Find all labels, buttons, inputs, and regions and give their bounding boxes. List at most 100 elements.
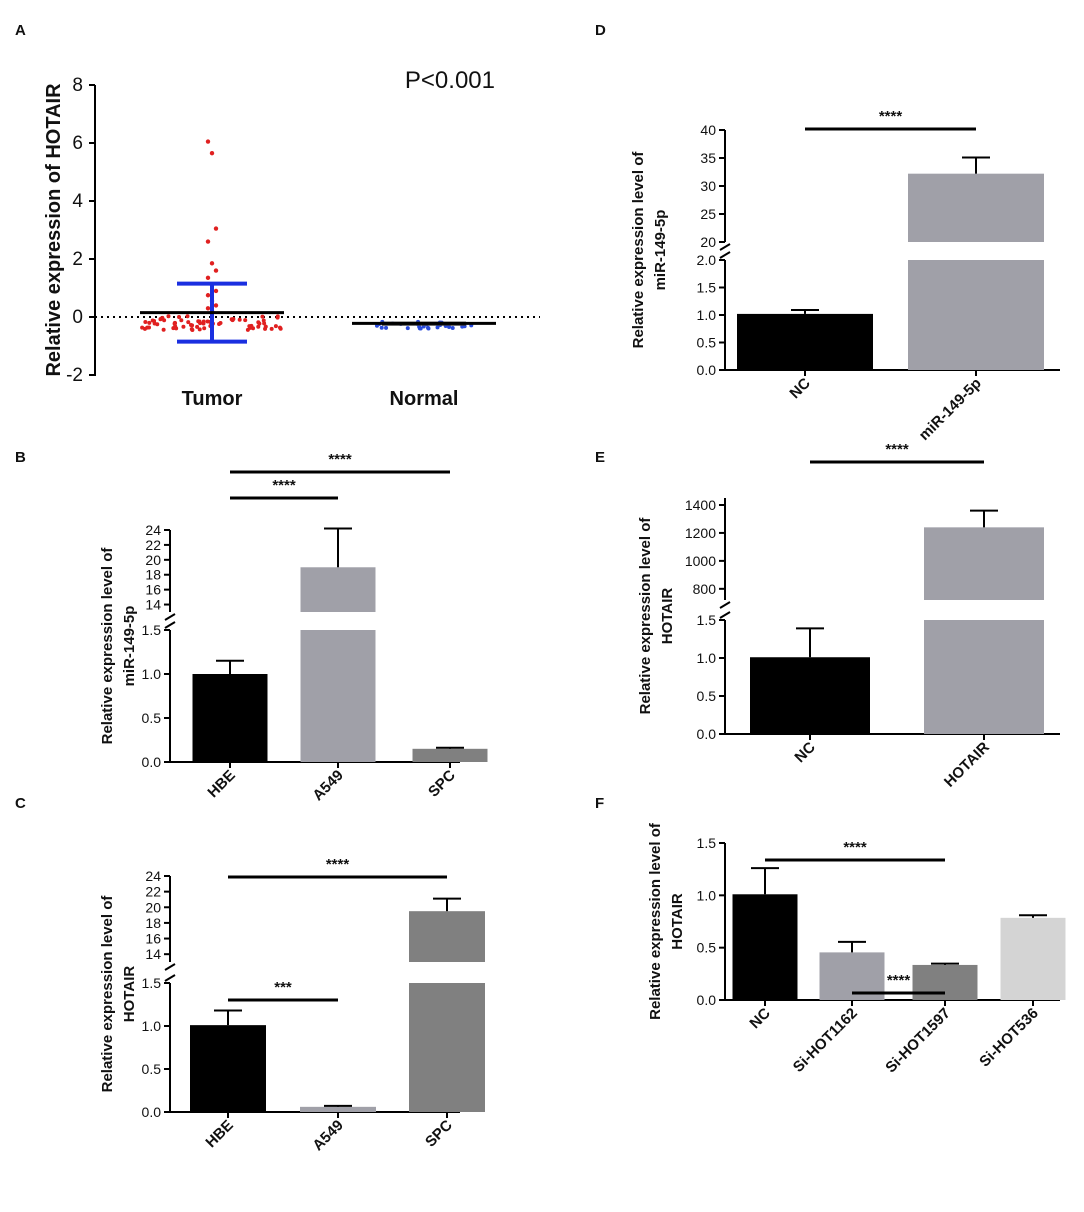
y-tick-label: 40 — [700, 122, 716, 138]
y-axis-title-line: HOTAIR — [121, 966, 138, 1023]
y-tick-label: 1000 — [685, 553, 716, 569]
bar-f — [732, 894, 798, 1000]
y-tick-label: 1.5 — [142, 622, 162, 638]
significance-label: **** — [879, 108, 903, 125]
axis-break-mark — [719, 611, 731, 619]
bar-d-lower — [908, 260, 1044, 370]
bar-d-upper — [908, 173, 1044, 242]
y-tick-label: 0.0 — [142, 754, 162, 770]
x-category-label: NC — [791, 739, 818, 766]
y-tick-label: 20 — [145, 552, 161, 568]
y-tick-label: 1.0 — [697, 307, 717, 323]
panel-label-c: C — [15, 795, 26, 812]
tumor-point — [247, 324, 252, 329]
y-axis-title-a: Relative expression of HOTAIR — [43, 83, 65, 377]
normal-point — [447, 325, 452, 330]
significance-label: **** — [328, 451, 352, 468]
y-axis-title-line: miR-149-5p — [121, 606, 138, 687]
tumor-point — [166, 314, 171, 319]
y-axis-title-line: HOTAIR — [669, 893, 686, 950]
y-axis-title-d: Relative expression level of miR-149-5p — [630, 151, 669, 349]
y-tick-label: 20 — [145, 899, 161, 915]
bar-c — [190, 1025, 266, 1112]
x-category-label: NC — [786, 375, 813, 402]
y-tick-label: 14 — [145, 597, 161, 613]
bar-c-upper — [409, 911, 485, 962]
bar-b — [412, 748, 488, 762]
bar-b — [192, 674, 268, 762]
y-tick-label: 1.0 — [697, 887, 717, 903]
y-tick-label: 0.0 — [697, 362, 717, 378]
y-tick-label: 22 — [145, 537, 161, 553]
y-axis-title-line: HOTAIR — [659, 588, 676, 645]
tumor-point — [202, 326, 207, 331]
significance-label: **** — [885, 441, 909, 458]
tumor-point — [173, 321, 178, 326]
panel-label-e: E — [595, 449, 605, 466]
y-tick-label: 0.5 — [142, 1061, 162, 1077]
tumor-point — [237, 317, 242, 322]
tumor-point — [159, 316, 164, 321]
y-tick-label: 0.5 — [142, 710, 162, 726]
x-category-label: HBE — [204, 767, 238, 801]
y-axis-title-line: Relative expression level of — [99, 895, 116, 1093]
x-category-label: A549 — [309, 767, 346, 804]
y-axis-title-f: Relative expression level of HOTAIR — [647, 822, 686, 1020]
normal-point — [426, 326, 431, 331]
tumor-point — [245, 327, 250, 332]
y-tick-label: 1.5 — [697, 280, 717, 296]
axis-break-mark — [164, 963, 176, 971]
bar-e — [750, 657, 870, 734]
tumor-point — [243, 318, 248, 323]
tumor-point — [173, 324, 178, 329]
y-tick-label: 18 — [145, 567, 161, 583]
y-axis-title-line: miR-149-5p — [652, 210, 669, 291]
tumor-point — [190, 323, 195, 328]
y-tick-label-a: 0 — [72, 307, 83, 328]
y-axis-title-b: Relative expression level of miR-149-5p — [99, 547, 138, 745]
y-tick-label-a: 2 — [72, 249, 83, 270]
bar-c — [300, 1106, 376, 1112]
tumor-point — [256, 320, 261, 325]
bar-d — [737, 313, 873, 370]
tumor-point — [205, 293, 211, 298]
bar-c-lower — [409, 983, 485, 1112]
y-tick-label: 0.5 — [697, 688, 717, 704]
axis-break-mark — [164, 621, 176, 629]
axis-break-mark — [164, 613, 176, 621]
tumor-point — [205, 275, 211, 281]
tumor-point — [197, 327, 202, 332]
axis-break-mark — [719, 251, 731, 259]
y-axis-title-c: Relative expression level of HOTAIR — [99, 895, 138, 1093]
y-tick-label: 800 — [693, 581, 717, 597]
normal-point — [384, 325, 389, 330]
y-tick-label: 25 — [700, 206, 716, 222]
tumor-point — [179, 318, 184, 323]
x-category-label: HBE — [202, 1117, 236, 1151]
tumor-point — [275, 315, 280, 320]
axis-break-mark — [164, 974, 176, 982]
panel-label-d: D — [595, 22, 606, 39]
y-tick-label: 0.0 — [142, 1104, 162, 1120]
tumor-point — [213, 288, 219, 294]
y-tick-label: 24 — [145, 868, 161, 884]
tumor-point — [205, 319, 210, 324]
y-tick-label: 16 — [145, 582, 161, 598]
tumor-point — [256, 324, 261, 329]
tumor-point — [209, 150, 215, 156]
y-axis-title-e: Relative expression level of HOTAIR — [637, 517, 676, 715]
tumor-point — [251, 326, 256, 331]
tumor-point — [140, 325, 145, 330]
tumor-point — [263, 324, 268, 329]
y-axis-title-line: Relative expression level of — [630, 151, 647, 349]
y-tick-label: 1.0 — [697, 650, 717, 666]
bar-f — [912, 964, 978, 1000]
tumor-point — [205, 239, 211, 244]
bar-e-upper — [924, 527, 1044, 600]
y-tick-label: 1.5 — [142, 975, 162, 991]
x-category-label: NC — [746, 1005, 773, 1032]
normal-point — [418, 326, 423, 331]
tumor-point — [261, 318, 266, 323]
tumor-point — [278, 326, 283, 331]
